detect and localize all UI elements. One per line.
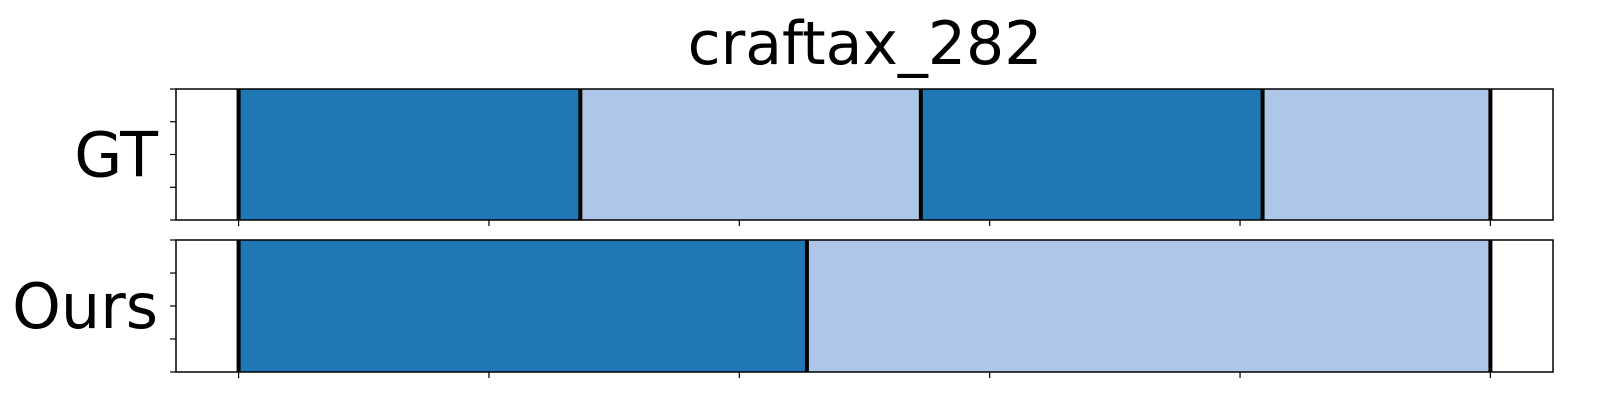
segment-ours-1 [806, 240, 1491, 372]
chart-title: craftax_282 [688, 9, 1043, 79]
segment-gt-0 [238, 89, 581, 220]
segment-gt-2 [920, 89, 1263, 220]
panels: GT Ours [12, 88, 1554, 378]
row-label-gt: GT [74, 119, 159, 192]
panel-gt: GT [74, 88, 1554, 226]
segment-gt-3 [1262, 89, 1491, 220]
segment-gt-1 [580, 89, 921, 220]
row-label-ours: Ours [12, 270, 158, 343]
segment-ours-0 [238, 240, 807, 372]
panel-ours: Ours [12, 239, 1554, 378]
